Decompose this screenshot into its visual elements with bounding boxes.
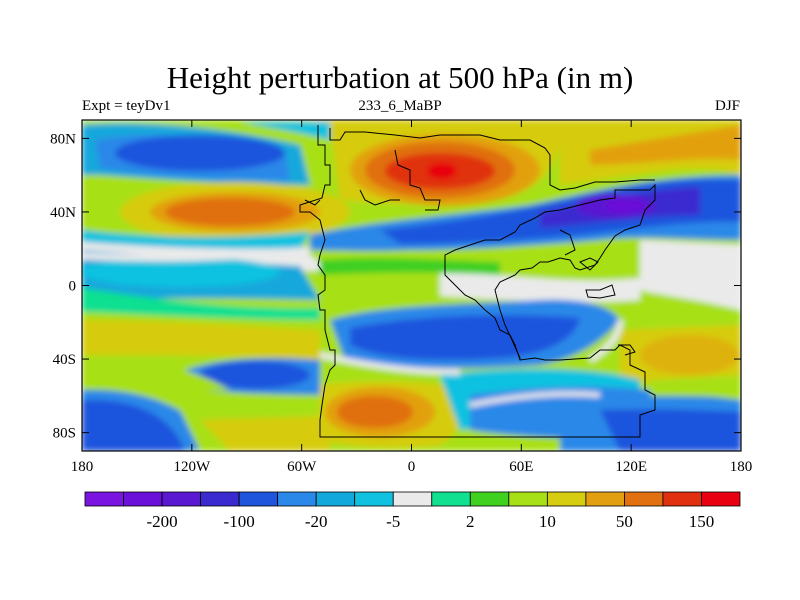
colorbar-box [392,491,433,507]
colorbar-box [546,491,587,507]
colorbar-box [315,491,356,507]
colorbar-box [585,491,625,507]
map-title: Height perturbation at 500 hPa (in m) [166,60,634,95]
colorbar-label: -5 [386,512,400,531]
colorbar-box [277,491,317,507]
colorbar-box [624,491,664,507]
lat-tick-label: 80S [53,426,76,442]
lon-tick-label: 0 [408,459,416,475]
lon-tick-label: 120W [173,459,211,475]
colorbar-box [84,491,124,507]
longitude-axis: 180 120W 60W 0 60E 120E 180 [71,120,753,475]
lon-tick-label: 60W [287,459,317,475]
lon-tick-label: 180 [71,459,94,475]
experiment-label: Expt = teyDv1 [82,98,171,114]
contour-field [82,120,741,451]
colorbar-label: 150 [689,512,715,531]
colorbar-box [469,491,510,507]
lon-tick-label: 180 [730,459,753,475]
colorbar-box [431,491,471,507]
colorbar-label: 2 [466,512,475,531]
lon-tick-label: 60E [509,459,533,475]
colorbar-box [354,491,394,507]
season-label: DJF [714,98,740,114]
colorbar-label: -100 [224,512,255,531]
lon-tick-label: 120E [615,459,647,475]
colorbar-box [662,491,702,507]
lat-tick-label: 40S [53,352,76,368]
colorbar-box [701,491,741,507]
period-label: 233_6_MaBP [358,98,442,114]
colorbar-box [238,491,279,507]
colorbar-box [508,491,548,507]
colorbar-label: 10 [539,512,556,531]
lat-tick-label: 80N [50,131,76,147]
lat-tick-label: 40N [50,205,76,221]
colorbar-box [123,491,163,507]
coastline [299,125,656,438]
latitude-axis: 80N 40N 0 40S 80S [50,131,741,442]
colorbar-box [161,491,201,507]
colorbar-label: 50 [616,512,633,531]
lat-tick-label: 0 [69,279,77,295]
colorbar: -200 -100 -20 -5 2 10 50 150 [84,491,741,531]
colorbar-label: -20 [305,512,328,531]
colorbar-box [200,491,240,507]
colorbar-label: -200 [146,512,177,531]
